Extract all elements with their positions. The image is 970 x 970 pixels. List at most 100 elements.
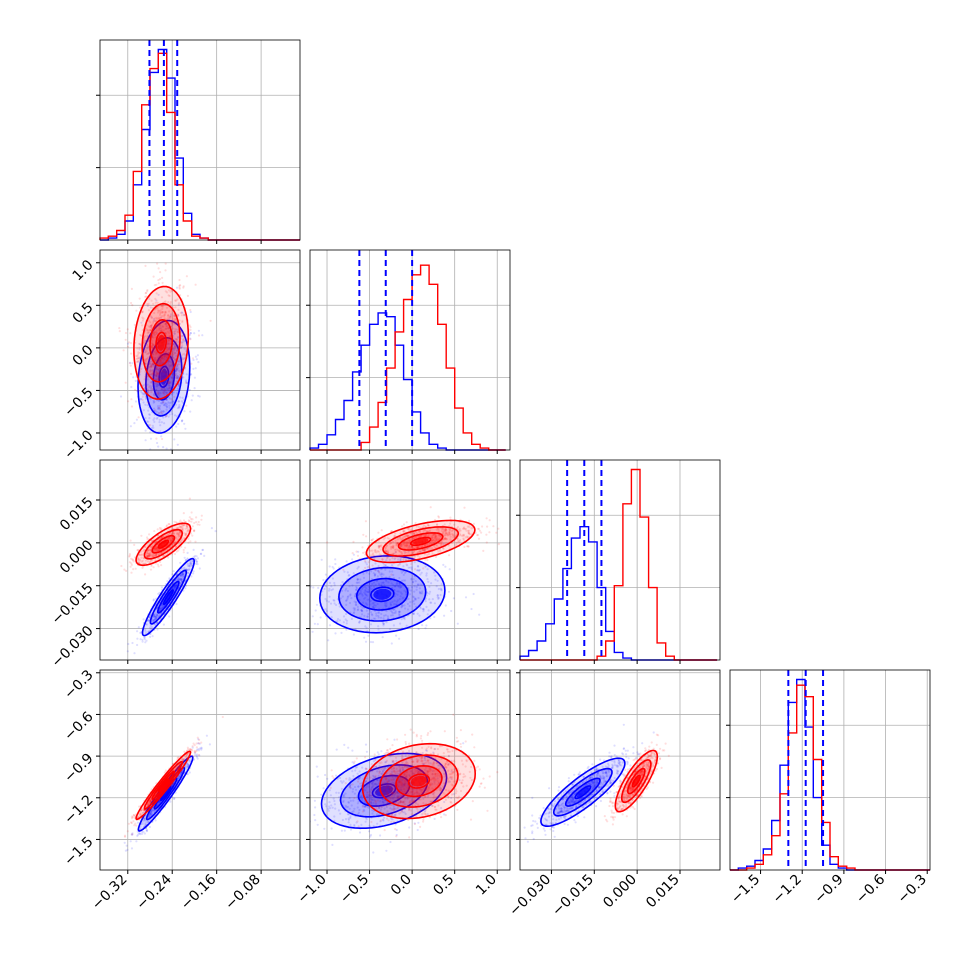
- sample-point: [158, 411, 161, 415]
- sample-point: [418, 530, 422, 533]
- sample-point: [448, 532, 451, 535]
- sample-point: [459, 533, 462, 536]
- sample-point: [448, 533, 452, 536]
- sample-point: [174, 586, 177, 589]
- sample-point: [384, 547, 387, 550]
- red-contour: [151, 534, 176, 554]
- sample-point: [166, 348, 169, 351]
- sample-point: [144, 396, 147, 399]
- sample-point: [189, 308, 192, 312]
- sample-point: [365, 609, 368, 612]
- sample-point: [418, 568, 421, 572]
- sample-point: [130, 405, 134, 408]
- sample-point: [367, 590, 370, 594]
- sample-point: [324, 608, 327, 611]
- sample-point: [145, 358, 148, 361]
- sample-point: [405, 533, 408, 537]
- sample-point: [364, 566, 367, 570]
- sample-point: [449, 516, 452, 519]
- sample-point: [159, 607, 162, 611]
- sample-point: [181, 334, 184, 338]
- sample-point: [342, 568, 345, 571]
- sample-point: [151, 635, 154, 638]
- sample-point: [324, 597, 327, 601]
- sample-point: [155, 365, 159, 369]
- sample-point: [191, 525, 194, 528]
- sample-point: [148, 326, 151, 329]
- sample-point: [391, 614, 394, 617]
- sample-point: [393, 611, 396, 615]
- sample-point: [173, 332, 176, 335]
- sample-point: [150, 323, 154, 326]
- sample-point: [155, 331, 158, 334]
- sample-point: [355, 600, 358, 604]
- sample-point: [143, 337, 146, 340]
- sample-point: [172, 400, 175, 403]
- sample-point: [384, 568, 387, 571]
- sample-point: [390, 547, 393, 550]
- sample-point: [353, 607, 356, 610]
- sample-point: [361, 546, 364, 549]
- sample-point: [158, 613, 161, 616]
- y-tick-label: −1.0: [61, 427, 96, 462]
- sample-point: [431, 535, 434, 538]
- sample-point: [135, 418, 138, 421]
- sample-point: [184, 534, 187, 537]
- sample-point: [193, 387, 196, 390]
- sample-point: [424, 597, 428, 600]
- sample-point: [372, 601, 375, 605]
- sample-point: [194, 367, 197, 370]
- sample-point: [145, 632, 148, 635]
- sample-point: [417, 583, 420, 586]
- sample-point: [180, 538, 183, 541]
- sample-point: [355, 603, 358, 607]
- sample-point: [152, 332, 155, 335]
- sample-point: [367, 590, 370, 594]
- sample-point: [415, 525, 418, 528]
- sample-point: [372, 605, 375, 608]
- sample-point: [468, 525, 471, 529]
- sample-point: [155, 332, 159, 335]
- sample-point: [395, 600, 398, 603]
- sample-point: [190, 399, 193, 402]
- red-contour: [157, 539, 170, 549]
- sample-point: [370, 570, 373, 573]
- sample-point: [392, 540, 395, 543]
- sample-point: [175, 415, 178, 418]
- sample-point: [148, 555, 152, 558]
- sample-point: [385, 601, 388, 604]
- sample-point: [180, 525, 183, 529]
- sample-point: [333, 584, 336, 587]
- sample-point: [146, 290, 149, 293]
- sample-point: [175, 532, 178, 535]
- sample-point: [142, 562, 145, 565]
- sample-point: [168, 550, 171, 554]
- sample-point: [145, 291, 148, 294]
- sample-point: [369, 603, 372, 606]
- sample-point: [378, 546, 381, 549]
- sample-point: [153, 365, 156, 368]
- sample-point: [157, 565, 160, 568]
- sample-point: [398, 598, 401, 601]
- sample-point: [400, 571, 403, 574]
- sample-point: [408, 528, 411, 532]
- sample-point: [417, 596, 420, 600]
- sample-point: [184, 381, 188, 385]
- sample-point: [160, 328, 163, 331]
- sample-point: [345, 622, 348, 625]
- sample-point: [157, 412, 160, 415]
- sample-point: [144, 360, 147, 363]
- sample-point: [352, 633, 355, 636]
- sample-point: [159, 362, 162, 365]
- sample-point: [162, 387, 165, 390]
- sample-point: [171, 536, 174, 539]
- sample-point: [366, 603, 369, 606]
- sample-point: [193, 530, 196, 533]
- sample-point: [346, 571, 349, 574]
- sample-point: [181, 321, 184, 324]
- blue-contour: [318, 554, 446, 634]
- sample-point: [406, 608, 410, 611]
- sample-point: [196, 557, 200, 560]
- sample-point: [167, 363, 170, 366]
- sample-point: [118, 327, 121, 330]
